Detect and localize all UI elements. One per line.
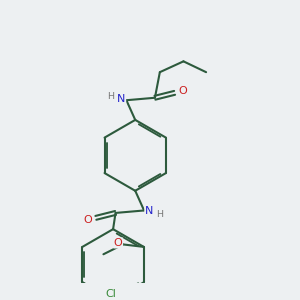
Text: Cl: Cl <box>105 289 116 299</box>
Text: O: O <box>83 215 92 225</box>
Text: H: H <box>107 92 114 101</box>
Text: O: O <box>178 86 187 96</box>
Text: O: O <box>114 238 123 248</box>
Text: H: H <box>156 210 163 219</box>
Text: N: N <box>145 206 153 217</box>
Text: N: N <box>117 94 126 104</box>
